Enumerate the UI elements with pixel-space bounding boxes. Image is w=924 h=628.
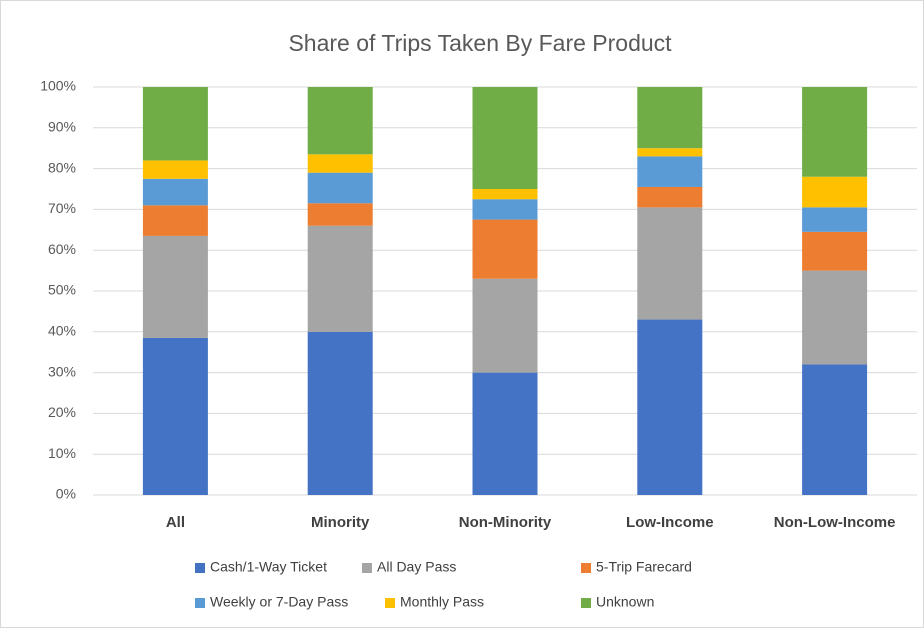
bar-segment [637,207,703,320]
bar-segment [637,186,703,208]
legend-label: Unknown [596,594,654,610]
y-tick-label: 0% [56,486,76,502]
y-tick-label: 80% [48,159,76,175]
bar-segment [802,207,868,232]
bar-segment [142,178,208,206]
bar-segment [472,199,538,220]
legend-swatch [385,598,395,608]
bar-segment [637,156,703,187]
bar-segment [142,160,208,179]
x-tick-label: Non-Minority [459,514,552,531]
x-tick-label: Low-Income [626,514,714,531]
bar-segment [802,87,868,177]
bar-segment [142,235,208,338]
y-tick-label: 20% [48,404,76,420]
bar-segment [637,87,703,149]
bar-segment [472,278,538,373]
y-tick-label: 30% [48,363,76,379]
bar-segment [307,225,373,332]
chart-title: Share of Trips Taken By Fare Product [288,30,672,56]
y-tick-label: 70% [48,200,76,216]
x-tick-label: Minority [311,514,370,531]
bar-segment [307,203,373,226]
bar-segment [307,172,373,204]
bar-segment [802,270,868,365]
y-tick-label: 100% [40,78,76,94]
legend-swatch [581,598,591,608]
y-tick-label: 50% [48,282,76,298]
x-tick-label: All [166,514,185,531]
y-tick-label: 40% [48,323,76,339]
legend: Cash/1-Way Ticket All Day Pass 5-Trip Fare… [195,559,692,610]
y-tick-label: 90% [48,119,76,135]
legend-label: Weekly or 7-Day Pass [210,594,348,610]
bar-segment [307,87,373,155]
legend-label: Monthly Pass [400,594,484,610]
legend-swatch [195,598,205,608]
bar-segment [142,87,208,161]
bar-segment [307,331,373,495]
x-tick-label: Non-Low-Income [774,514,896,531]
legend-label: Cash/1-Way Ticket [210,559,327,575]
bar-segment [142,337,208,495]
bar-segment [142,205,208,236]
bar-segment [637,148,703,157]
y-tick-label: 10% [48,445,76,461]
bar-segment [472,372,538,495]
legend-swatch [362,563,372,573]
bar-segment [802,176,868,208]
legend-label: 5-Trip Farecard [596,559,692,575]
bar-segment [637,319,703,495]
y-tick-label: 60% [48,241,76,257]
bar-segment [472,189,538,200]
legend-swatch [581,563,591,573]
bar-segment [802,231,868,271]
bar-segment [472,219,538,279]
bar-segment [802,364,868,495]
legend-swatch [195,563,205,573]
bar-segment [472,87,538,189]
legend-label: All Day Pass [377,559,456,575]
bar-segment [307,154,373,173]
